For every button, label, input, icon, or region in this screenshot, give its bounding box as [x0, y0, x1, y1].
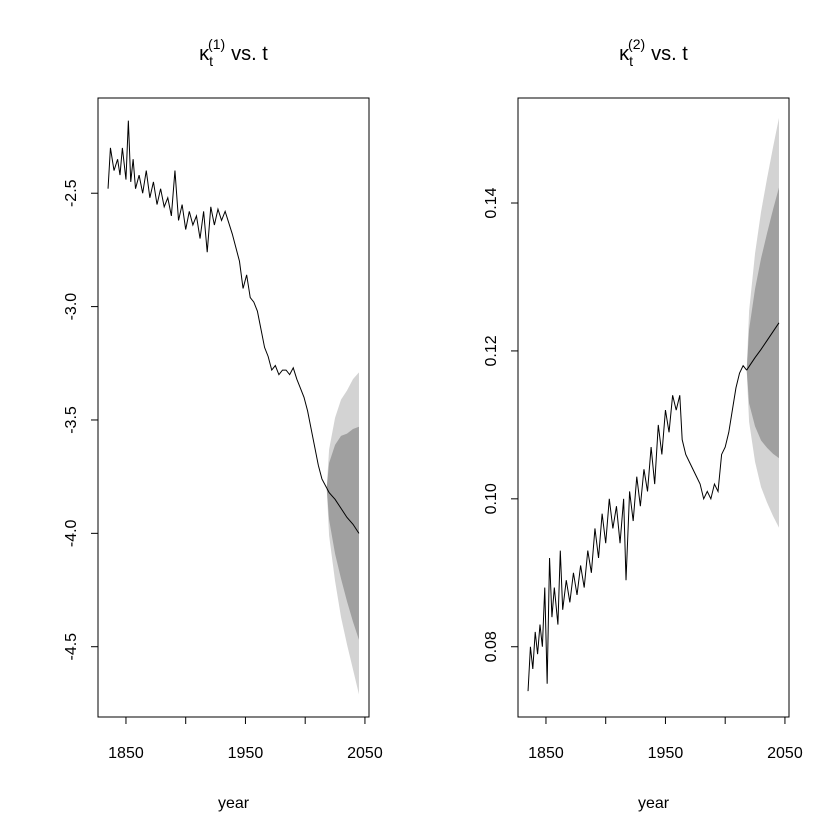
x-tick-label: 1950 — [228, 745, 264, 762]
title-superscript: (1) — [208, 36, 225, 52]
x-tick-label: 1950 — [648, 745, 684, 762]
y-tick-label: 0.12 — [483, 335, 500, 366]
title-superscript: (2) — [628, 36, 645, 52]
title-subscript: t — [629, 53, 633, 69]
chart-title: κt(1) vs. t — [199, 36, 268, 69]
title-symbol: κ — [619, 43, 630, 65]
forecast-band — [326, 426, 359, 640]
title-subscript: t — [209, 53, 213, 69]
y-tick-label: 0.08 — [483, 631, 500, 662]
x-tick-label: 2050 — [767, 745, 803, 762]
plot-box — [97, 97, 370, 718]
plot-box — [517, 97, 790, 718]
title-symbol: κ — [199, 43, 210, 65]
y-tick-label: 0.10 — [483, 483, 500, 514]
y-tick-label: -3.5 — [63, 406, 80, 434]
y-tick-label: -4.5 — [63, 633, 80, 661]
chart-title: κt(2) vs. t — [619, 36, 688, 69]
data-line — [527, 364, 748, 692]
x-tick-label: 1850 — [528, 745, 564, 762]
forecast-band — [746, 187, 779, 459]
title-rest: vs. t — [651, 43, 688, 65]
x-tick-label: 1850 — [108, 745, 144, 762]
forecast-line — [746, 322, 780, 371]
y-tick-label: -3.0 — [63, 293, 80, 321]
x-tick-label: 2050 — [347, 745, 383, 762]
data-line — [107, 120, 328, 489]
title-rest: vs. t — [231, 43, 268, 65]
forecast-line — [326, 487, 360, 534]
x-axis-label: year — [638, 795, 670, 812]
x-axis-label: year — [218, 795, 250, 812]
y-tick-label: 0.14 — [483, 187, 500, 218]
y-tick-label: -4.0 — [63, 519, 80, 547]
y-tick-label: -2.5 — [63, 179, 80, 207]
